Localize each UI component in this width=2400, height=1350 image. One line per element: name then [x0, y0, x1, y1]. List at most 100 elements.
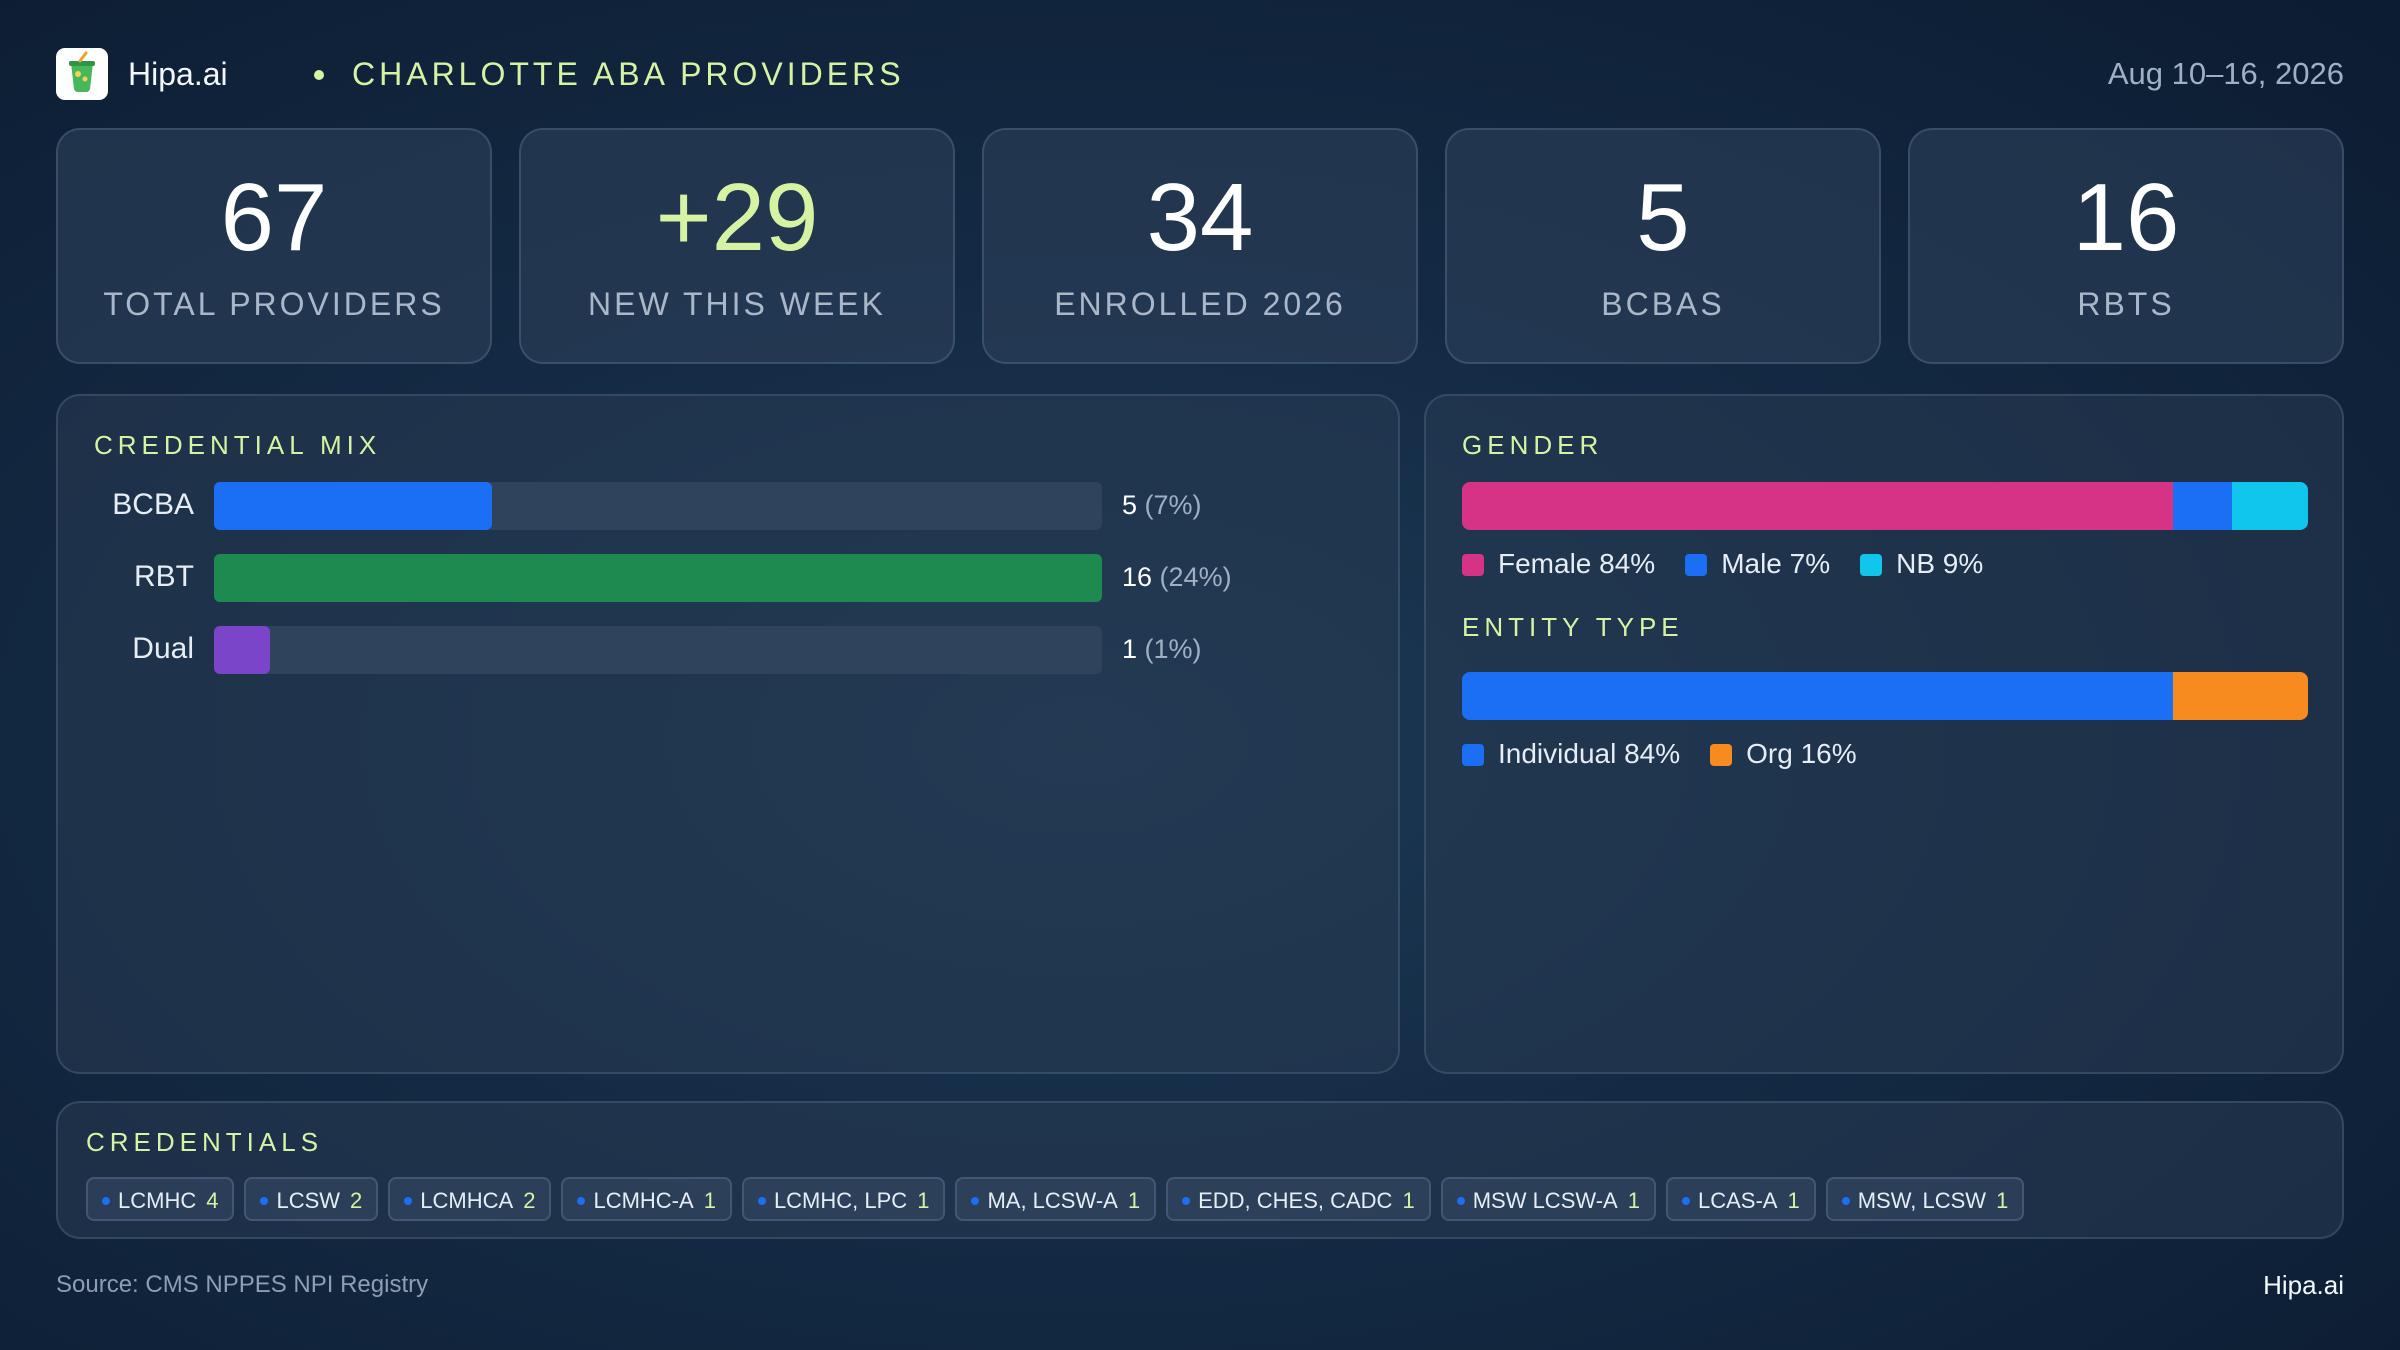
- entity-type-legend: Individual 84% Org 16%: [1462, 738, 1887, 770]
- chip-dot-icon: [757, 1197, 766, 1205]
- credential-name: LCMHC-A: [593, 1188, 694, 1213]
- credential-name: MA, LCSW-A: [987, 1188, 1118, 1213]
- credential-count: 1: [703, 1188, 716, 1213]
- stat-card-new-this-week: +29 NEW THIS WEEK: [519, 128, 955, 364]
- credential-chip: EDD, CHES, CADC 1: [1166, 1177, 1431, 1221]
- credentials-title: CREDENTIALS: [86, 1127, 324, 1157]
- bar-category-label: RBT: [134, 560, 194, 593]
- stat-label: TOTAL PROVIDERS: [103, 286, 445, 322]
- gender-entity-panel: GENDER Female 84% Male 7% NB 9% ENTITY TYP…: [1424, 394, 2344, 1074]
- stat-value: 5: [1636, 164, 1690, 271]
- bar-value-count: 16: [1122, 562, 1160, 592]
- credential-mix-title: CREDENTIAL MIX: [94, 430, 382, 460]
- bar-category-label: BCBA: [112, 488, 194, 521]
- chip-dot-icon: [404, 1197, 413, 1205]
- legend-item-female: Female 84%: [1462, 548, 1655, 580]
- stat-value: 16: [2072, 164, 2180, 271]
- credential-chip: MSW, LCSW 1: [1825, 1177, 2025, 1221]
- credential-chip: MSW LCSW-A 1: [1440, 1177, 1656, 1221]
- legend-label: Individual 84%: [1498, 738, 1681, 769]
- credential-chip: LCAS-A 1: [1665, 1177, 1816, 1221]
- bar-value-percent: (1%): [1144, 634, 1202, 664]
- segment-nb: [2231, 482, 2308, 530]
- bar-value-count: 5: [1122, 490, 1145, 520]
- bar-track: [214, 482, 1102, 530]
- credential-mix-panel: CREDENTIAL MIX BCBA 5 (7%) RBT 16 (24%) Dual…: [56, 394, 1400, 1074]
- source-note: Source: CMS NPPES NPI Registry: [56, 1271, 429, 1298]
- stat-label: BCBAS: [1601, 286, 1725, 322]
- chip-dot-icon: [971, 1197, 980, 1205]
- credential-chip: LCMHC 4: [86, 1177, 235, 1221]
- credential-chip: LCMHC-A 1: [561, 1177, 732, 1221]
- bar-rbt: [214, 554, 1102, 602]
- stat-label: ENROLLED 2026: [1054, 286, 1346, 322]
- bar-value-label: 1 (1%): [1122, 634, 1202, 665]
- legend-swatch: [1685, 554, 1708, 576]
- chip-dot-icon: [1841, 1197, 1850, 1205]
- stat-value: +29: [655, 164, 819, 271]
- stat-card-bcbas: 5 BCBAS: [1445, 128, 1881, 364]
- bar-value-percent: (7%): [1144, 490, 1202, 520]
- footer-brand: Hipa.ai: [2263, 1270, 2344, 1300]
- credential-count: 1: [1127, 1188, 1141, 1213]
- legend-swatch: [1860, 554, 1883, 576]
- credential-name: LCSW: [276, 1188, 341, 1213]
- credential-chip: LCSW 2: [244, 1177, 379, 1221]
- legend-item-nb: NB 9%: [1860, 548, 1983, 580]
- bar-value-percent: (24%): [1159, 562, 1232, 592]
- stat-value: 67: [220, 164, 328, 271]
- bar-dual: [214, 626, 270, 674]
- stat-card-total-providers: 67 TOTAL PROVIDERS: [56, 128, 492, 364]
- legend-item-individual: Individual 84%: [1462, 738, 1680, 770]
- legend-label: NB 9%: [1896, 548, 1984, 579]
- bar-value-label: 16 (24%): [1122, 562, 1232, 593]
- credential-chip: LCMHC, LPC 1: [741, 1177, 946, 1221]
- stat-label: RBTS: [2077, 286, 2175, 322]
- credential-name: EDD, CHES, CADC: [1198, 1188, 1393, 1213]
- bar-bcba: [214, 482, 492, 530]
- chip-dot-icon: [1681, 1197, 1690, 1205]
- segment-male: [2172, 482, 2232, 530]
- credential-count: 1: [1996, 1188, 2009, 1213]
- segment-female: [1462, 482, 2173, 530]
- credential-chip: MA, LCSW-A 1: [955, 1177, 1157, 1221]
- credential-chip: LCMHCA 2: [388, 1177, 552, 1221]
- credential-name: LCMHCA: [420, 1188, 514, 1213]
- credential-name: LCAS-A: [1697, 1188, 1778, 1213]
- credential-name: MSW, LCSW: [1857, 1188, 1987, 1213]
- credential-name: MSW LCSW-A: [1472, 1188, 1618, 1213]
- stat-value: 34: [1146, 164, 1254, 271]
- credential-count: 2: [350, 1188, 363, 1213]
- credential-count: 1: [1627, 1188, 1640, 1213]
- entity-type-stacked-bar: [1462, 672, 2308, 720]
- bar-value-count: 1: [1122, 634, 1145, 664]
- chip-dot-icon: [1456, 1197, 1465, 1205]
- stat-card-enrolled-2026: 34 ENROLLED 2026: [982, 128, 1418, 364]
- credentials-chip-list: LCMHC 4 LCSW 2 LCMHCA 2 LCMHC-A 1 LCMHC, LPC 1 MA,…: [86, 1177, 2034, 1221]
- bar-track: [214, 626, 1102, 674]
- credentials-panel: CREDENTIALS LCMHC 4 LCSW 2 LCMHCA 2 LCMHC-A 1 LC…: [56, 1101, 2344, 1239]
- credential-name: LCMHC: [118, 1188, 197, 1213]
- segment-org: [2172, 672, 2308, 720]
- header: Hipa.ai CHARLOTTE ABA PROVIDERS Aug 10–1…: [56, 48, 2344, 100]
- legend-swatch: [1710, 744, 1733, 766]
- title-separator-dot: [314, 70, 324, 80]
- brand-name: Hipa.ai: [128, 56, 228, 92]
- credential-name: LCMHC, LPC: [773, 1188, 908, 1213]
- legend-item-male: Male 7%: [1685, 548, 1830, 580]
- legend-label: Male 7%: [1721, 548, 1831, 579]
- bar-track: [214, 554, 1102, 602]
- chip-dot-icon: [1182, 1197, 1191, 1205]
- gender-stacked-bar: [1462, 482, 2308, 530]
- chip-dot-icon: [102, 1197, 110, 1205]
- legend-swatch: [1462, 554, 1484, 576]
- chip-dot-icon: [260, 1197, 269, 1205]
- legend-label: Org 16%: [1746, 738, 1857, 769]
- credential-count: 1: [1787, 1188, 1800, 1213]
- date-range: Aug 10–16, 2026: [2107, 56, 2344, 91]
- stat-label: NEW THIS WEEK: [588, 286, 886, 322]
- legend-swatch: [1462, 744, 1484, 766]
- page-title: CHARLOTTE ABA PROVIDERS: [352, 56, 905, 92]
- stat-card-rbts: 16 RBTS: [1908, 128, 2344, 364]
- entity-type-title: ENTITY TYPE: [1462, 612, 1684, 642]
